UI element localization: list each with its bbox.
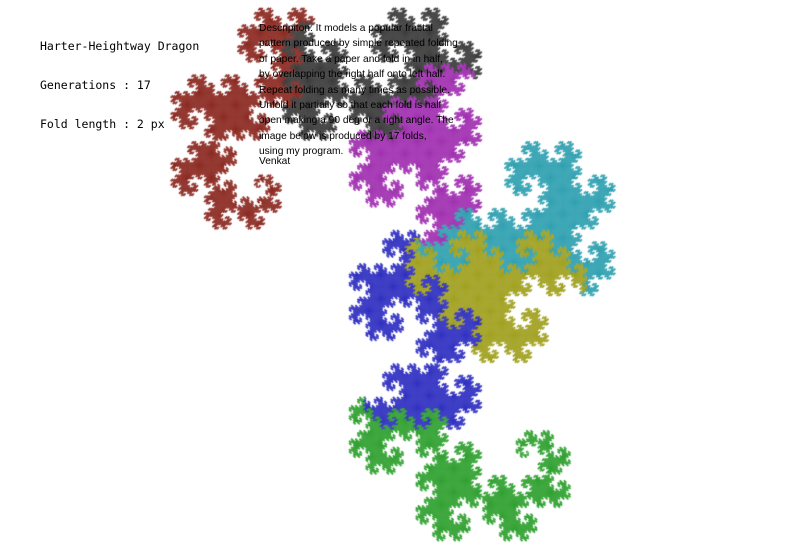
description-line: Unfold it partially so that each fold is…	[259, 100, 442, 112]
description-line: Repeat folding as many times as possible…	[259, 84, 450, 96]
description-line: image below is produced by 17 folds,	[259, 130, 427, 142]
description-line: by overlapping the right half onto left …	[259, 69, 446, 81]
fold-length-label: Fold length : 2 px	[40, 117, 165, 131]
fractal-title: Harter-Heightway Dragon	[40, 39, 200, 53]
description-line: using my program.	[259, 146, 344, 158]
description-text: Descripiton: It models a popular fractal…	[259, 21, 489, 160]
description-line: pattern produced by simple repeated fold…	[259, 38, 458, 50]
description-line: Descripiton: It models a popular fractal	[259, 23, 433, 34]
author-name: Venkat	[259, 156, 291, 167]
description-line: open making a 90 deg or a right angle. T…	[259, 115, 454, 127]
info-header: Harter-Heightway Dragon Generations : 17…	[40, 14, 199, 157]
generations-label: Generations : 17	[40, 78, 151, 92]
description-line: of paper. Take a paper and fold in in ha…	[259, 53, 443, 65]
